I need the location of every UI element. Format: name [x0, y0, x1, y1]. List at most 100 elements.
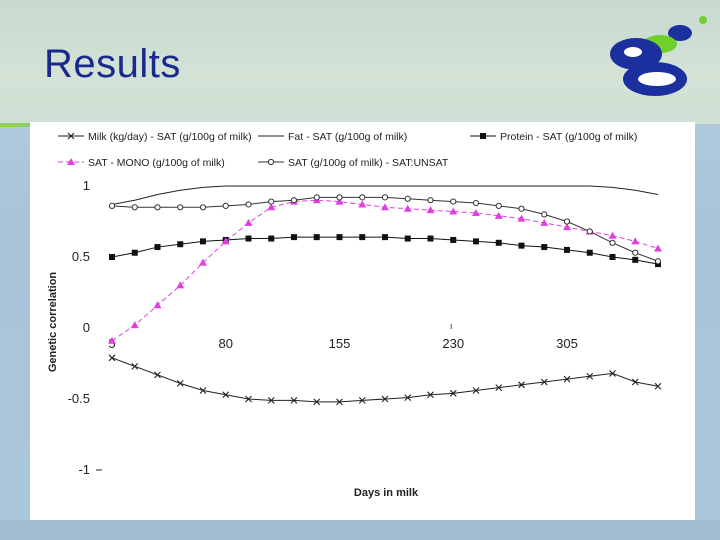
data-point	[154, 244, 161, 251]
data-point	[472, 387, 480, 394]
data-point	[473, 238, 479, 245]
data-point	[541, 244, 548, 251]
data-point	[267, 203, 276, 211]
data-point	[564, 246, 570, 253]
data-point	[154, 204, 161, 211]
x-tick-label: 305	[556, 336, 578, 351]
data-point	[67, 158, 75, 165]
data-point	[313, 398, 321, 406]
slide-title: Results	[44, 42, 181, 86]
y-axis: 1 0.5 0 -0.5 -1	[68, 178, 102, 477]
data-point	[267, 158, 275, 166]
data-point	[359, 234, 366, 241]
data-point	[108, 336, 116, 344]
data-point	[222, 202, 229, 209]
data-point	[540, 218, 549, 226]
data-point	[472, 199, 480, 207]
data-point	[291, 234, 297, 241]
data-point	[358, 397, 366, 404]
legend-item: Protein - SAT (g/100g of milk)	[470, 131, 637, 143]
data-point	[540, 378, 548, 386]
x-axis-label: Days in milk	[354, 487, 419, 499]
y-tick-label: 0.5	[72, 249, 90, 264]
data-point	[199, 204, 207, 211]
legend-item: Fat - SAT (g/100g of milk)	[258, 131, 407, 143]
legend-label: Protein - SAT (g/100g of milk)	[500, 131, 637, 143]
data-point	[336, 234, 343, 241]
chart-panel: Milk (kg/day) - SAT (g/100g of milk) Fat …	[30, 122, 695, 520]
series-1	[108, 354, 662, 406]
data-point	[176, 379, 184, 387]
data-point	[176, 281, 185, 289]
series-2	[111, 185, 659, 205]
data-point	[518, 381, 525, 389]
series-group	[108, 185, 662, 406]
data-point	[495, 384, 503, 392]
data-point	[563, 375, 571, 383]
legend-label: Milk (kg/day) - SAT (g/100g of milk)	[88, 131, 252, 143]
data-point	[495, 202, 502, 209]
data-point	[609, 239, 616, 246]
y-tick-label: -0.5	[68, 391, 90, 406]
series-5	[108, 194, 662, 265]
data-point	[381, 395, 389, 403]
data-point	[336, 398, 343, 406]
data-point	[177, 204, 184, 211]
data-point	[131, 362, 139, 370]
logo-icon	[610, 16, 707, 96]
data-point	[632, 249, 639, 256]
data-point	[130, 321, 139, 329]
data-point	[177, 241, 184, 248]
data-point	[358, 200, 367, 208]
series-3	[109, 234, 661, 268]
data-point	[426, 206, 435, 214]
data-point	[404, 394, 412, 401]
data-point	[222, 391, 230, 399]
data-point	[245, 201, 252, 208]
data-point	[290, 197, 298, 204]
data-point	[335, 197, 344, 205]
data-point	[131, 204, 138, 211]
data-point	[427, 235, 434, 242]
accent-line	[0, 123, 30, 127]
data-point	[359, 194, 366, 201]
data-point	[449, 389, 457, 397]
y-tick-label: 0	[83, 320, 90, 335]
data-point	[631, 378, 639, 386]
x-axis: 580155230305	[108, 324, 578, 351]
data-point	[336, 194, 343, 201]
data-point	[221, 237, 230, 245]
x-tick-label: 80	[219, 336, 233, 351]
data-point	[495, 239, 502, 246]
data-point	[586, 249, 593, 256]
data-point	[586, 228, 593, 235]
data-point	[108, 354, 116, 362]
data-point	[563, 223, 571, 231]
data-point	[109, 254, 115, 260]
legend-item: SAT (g/100g of milk) - SAT:UNSAT	[258, 157, 449, 169]
data-point	[245, 395, 252, 403]
data-point	[108, 202, 116, 209]
data-point	[200, 238, 206, 245]
data-point	[427, 391, 434, 399]
bottom-band	[0, 520, 720, 540]
data-point	[268, 198, 275, 205]
data-point	[609, 254, 616, 260]
data-point	[154, 371, 161, 379]
data-point	[313, 234, 320, 241]
legend-item: SAT - MONO (g/100g of milk)	[58, 157, 225, 169]
data-point	[153, 301, 162, 309]
data-point	[381, 194, 389, 201]
data-point	[518, 205, 525, 212]
data-point	[268, 235, 275, 242]
data-point	[586, 372, 594, 380]
data-point	[480, 133, 486, 139]
data-point	[518, 242, 525, 249]
x-tick-label: 230	[442, 336, 464, 351]
x-tick-label: 155	[329, 336, 351, 351]
y-tick-label: -1	[78, 462, 90, 477]
series-4	[108, 196, 662, 344]
data-point	[517, 214, 526, 222]
data-point	[267, 397, 275, 404]
y-axis-label: Genetic correlation	[47, 272, 59, 373]
